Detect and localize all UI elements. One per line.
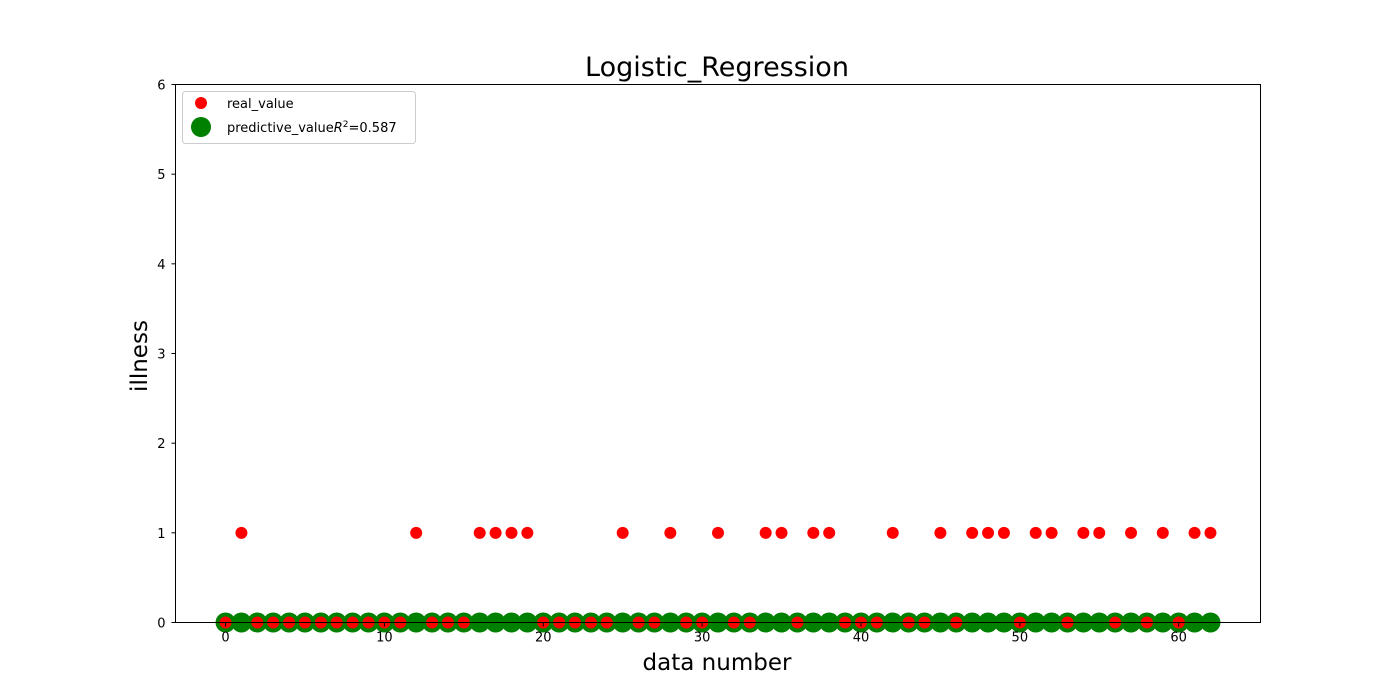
y-tick-label: 2	[157, 437, 165, 452]
real-value-point	[489, 526, 502, 539]
legend-marker-predictive-value	[191, 117, 211, 137]
legend-label-prefix: predictive_value	[227, 121, 334, 136]
x-tick-label: 0	[221, 631, 229, 646]
real-value-point	[505, 526, 518, 539]
x-tick-label: 40	[853, 631, 870, 646]
y-tick-label: 0	[157, 617, 165, 632]
real-value-point	[775, 526, 788, 539]
real-value-point	[1029, 526, 1042, 539]
real-value-point	[807, 526, 820, 539]
plot-frame	[175, 84, 1261, 623]
real-value-point	[823, 526, 836, 539]
real-value-point	[712, 526, 724, 539]
y-tick-label: 3	[157, 348, 165, 363]
legend: real_value predictive_valueR2=0.587	[182, 91, 416, 144]
real-value-point	[1045, 526, 1058, 539]
real-value-point	[1188, 526, 1201, 539]
legend-marker-real-value	[195, 97, 207, 109]
real-value-point	[616, 526, 629, 539]
x-tick-label: 60	[1170, 631, 1187, 646]
y-tick-label: 4	[157, 258, 165, 273]
y-tick-label: 5	[157, 168, 165, 183]
real-value-point	[886, 526, 899, 539]
x-tick-label: 10	[376, 631, 393, 646]
x-tick-label: 20	[535, 631, 552, 646]
y-axis-title: illness	[127, 320, 153, 392]
y-axis: 0 1 2 3 4 5 6	[157, 79, 176, 632]
x-tick-label: 50	[1012, 631, 1029, 646]
real-value-point	[664, 526, 677, 539]
real-value-point	[1204, 526, 1217, 539]
y-tick-label: 1	[157, 527, 165, 542]
real-value-point	[1156, 526, 1169, 539]
legend-label-sup: 2	[343, 120, 349, 130]
x-axis: 0 10 20 30 40 50 60	[221, 622, 1187, 646]
real-value-point	[1125, 526, 1138, 539]
legend-label-real-value: real_value	[227, 97, 294, 112]
real-value-point	[235, 526, 248, 539]
y-tick-label: 6	[157, 79, 165, 94]
real-value-point	[521, 526, 534, 539]
legend-label-suffix: =0.587	[349, 121, 397, 136]
real-value-point	[982, 526, 995, 539]
x-tick-label: 30	[694, 631, 711, 646]
real-value-point	[1077, 526, 1090, 539]
real-value-point	[934, 526, 947, 539]
real-value-point	[966, 526, 979, 539]
legend-label-math: R	[334, 121, 343, 136]
real-value-point	[759, 526, 772, 539]
legend-label-predictive-value: predictive_valueR2=0.587	[227, 120, 397, 136]
x-axis-title: data number	[643, 650, 792, 676]
real-value-point	[473, 526, 486, 539]
legend-box	[182, 91, 416, 144]
real-value-point	[410, 526, 423, 539]
chart-title: Logistic_Regression	[585, 52, 849, 83]
real-value-point	[1093, 526, 1106, 539]
real-value-point	[997, 526, 1010, 539]
plot-area	[215, 526, 1221, 633]
